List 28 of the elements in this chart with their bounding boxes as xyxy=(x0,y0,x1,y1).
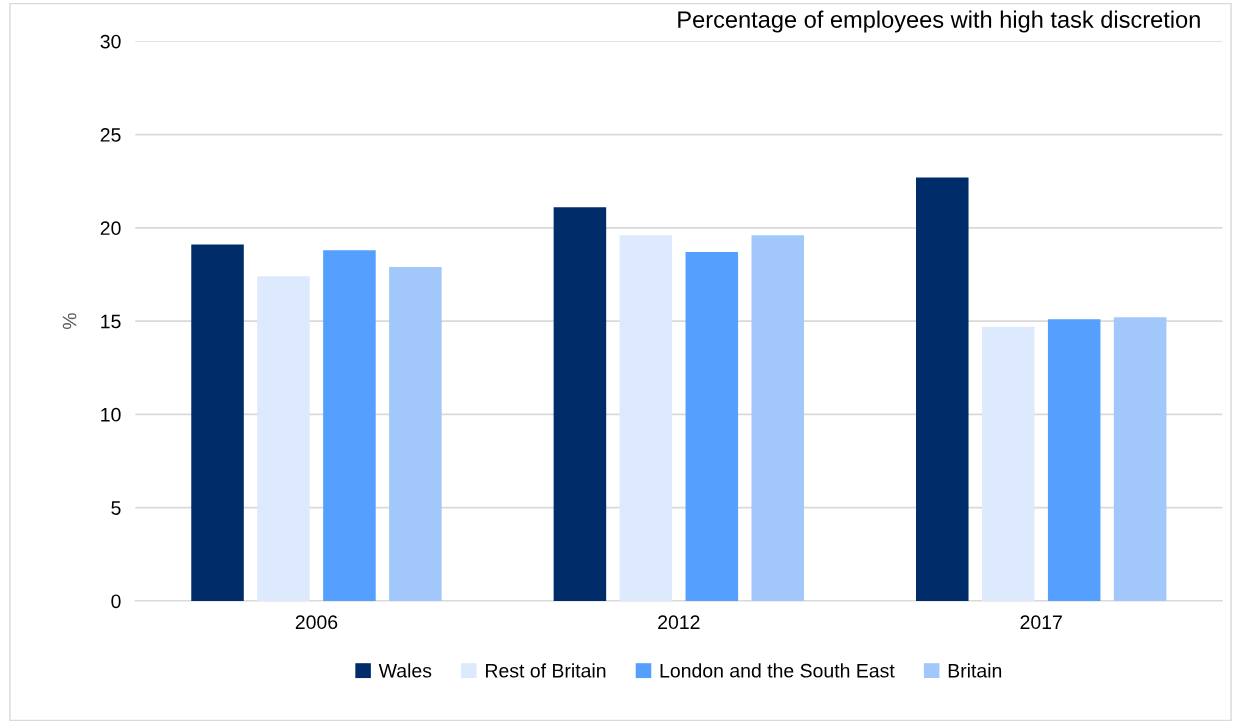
y-axis-title: % xyxy=(62,313,77,330)
bar xyxy=(1113,317,1167,601)
bar xyxy=(389,266,442,601)
bar xyxy=(619,235,673,601)
bar xyxy=(685,252,739,601)
chart-title: Percentage of employees with high task discretion xyxy=(678,10,1200,33)
x-tick-label: 2012 xyxy=(658,615,700,630)
y-tick-label: 20 xyxy=(100,221,121,236)
bar xyxy=(191,244,244,601)
y-tick-label: 15 xyxy=(101,314,121,329)
bar xyxy=(553,207,607,601)
y-tick-label: 30 xyxy=(100,34,121,49)
legend-label: Rest of Britain xyxy=(486,663,606,678)
bar xyxy=(981,326,1035,601)
y-tick-label: 5 xyxy=(111,501,121,515)
x-tick-label: 2006 xyxy=(295,615,338,630)
bar xyxy=(323,250,376,601)
bar xyxy=(751,235,805,601)
bar xyxy=(1047,319,1101,601)
legend-label: London and the South East xyxy=(660,663,895,678)
legend-label: Britain xyxy=(948,663,1002,678)
x-tick-label: 2017 xyxy=(1020,615,1062,630)
bar xyxy=(916,177,969,601)
y-tick-label: 10 xyxy=(101,407,121,422)
y-tick-label: 25 xyxy=(100,128,121,142)
legend-label: Wales xyxy=(378,663,432,678)
y-tick-label: 0 xyxy=(111,594,121,609)
bar xyxy=(257,276,310,601)
